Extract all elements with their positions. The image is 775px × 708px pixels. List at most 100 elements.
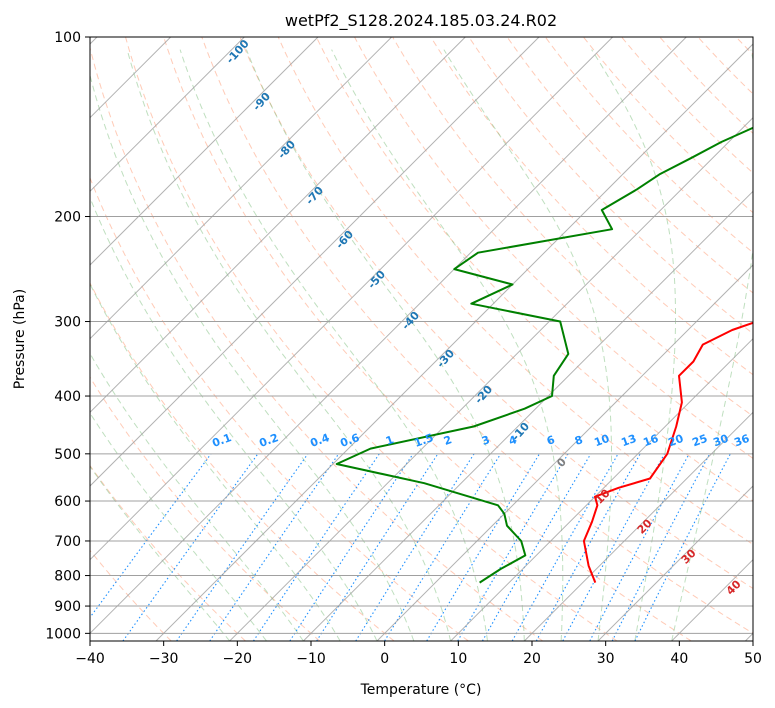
mixing-ratio-line	[90, 453, 212, 619]
isotherm-line	[90, 37, 466, 414]
isotherm-line	[302, 190, 753, 641]
mixing-ratio-label: 6	[545, 433, 557, 448]
mixing-ratio-label: 30	[711, 432, 730, 450]
mixing-ratio-label: 16	[641, 432, 660, 450]
moist-adiabat-line	[90, 352, 304, 641]
dry-adiabat-line	[506, 37, 753, 294]
isotherm-line	[523, 411, 753, 641]
mixing-ratio-line	[316, 453, 439, 641]
y-tick-label: 1000	[45, 626, 81, 642]
moist-adiabats	[90, 49, 753, 641]
y-tick-label: 900	[54, 599, 81, 615]
dry-adiabat-line	[239, 37, 753, 590]
mixing-ratio-lines	[90, 453, 731, 641]
mixing-ratio-line	[457, 453, 569, 641]
dry-adiabat-line	[354, 37, 753, 459]
x-tick-label: 20	[523, 651, 541, 667]
y-tick-label: 600	[54, 494, 81, 510]
y-tick-label: 500	[54, 447, 81, 463]
dry-adiabat-line	[90, 176, 469, 641]
isotherm-line	[597, 485, 753, 641]
isobars	[90, 37, 753, 634]
temperature-profile-line	[582, 321, 753, 583]
plot-background	[90, 37, 753, 641]
moist-adiabat-line	[90, 465, 231, 641]
mixing-ratio-label: 0.4	[308, 431, 331, 450]
y-tick-label: 200	[54, 210, 81, 226]
plot-frame	[89, 36, 754, 642]
mixing-ratio-line	[289, 453, 414, 641]
isotherm-line	[376, 264, 753, 641]
mixing-ratio-label: 2	[442, 433, 454, 448]
mixing-ratio-label: 1	[384, 433, 396, 448]
mixing-ratio-label: 25	[690, 432, 709, 449]
mixing-ratio-line	[209, 453, 340, 641]
x-tick-label: 50	[744, 651, 762, 667]
dry-adiabat-line	[468, 37, 753, 335]
profile-series	[335, 126, 753, 584]
y-tick-label: 300	[54, 315, 81, 331]
dry-adiabat-line	[315, 37, 753, 502]
moist-adiabat-line	[331, 49, 564, 641]
y-tick-label: 400	[54, 389, 81, 405]
x-tick-label: 10	[449, 651, 467, 667]
mixing-ratio-line	[426, 453, 540, 641]
moist-adiabat-line	[126, 49, 452, 641]
dry-adiabat-line	[201, 37, 753, 634]
mixing-ratio-label: 10	[592, 432, 611, 450]
y-axis: 100 200 300 400 500 600 700 800 900 1000	[45, 30, 90, 642]
y-tick-label: 100	[54, 30, 81, 46]
dry-adiabat-line	[90, 45, 543, 641]
dry-adiabat-line	[90, 281, 395, 641]
dry-adiabat-line	[163, 37, 692, 641]
mixing-ratio-label: 0.6	[338, 431, 361, 450]
mixing-ratio-line	[481, 453, 592, 641]
isotherm-line	[90, 37, 393, 340]
y-axis-title: Pressure (hPa)	[12, 289, 28, 389]
mixing-ratio-label: 20	[666, 432, 685, 450]
y-tick-label: 800	[54, 569, 81, 585]
isotherm-line	[90, 37, 540, 487]
x-axis-title: Temperature (°C)	[360, 682, 482, 698]
x-tick-label: 30	[597, 651, 615, 667]
moist-adiabat-line	[443, 49, 612, 641]
mixing-ratio-label: 1.5	[412, 431, 435, 450]
dewpoint-profile-line	[335, 126, 753, 584]
dry-adiabat-line	[90, 464, 246, 641]
mixing-ratio-label: 0.2	[257, 431, 280, 450]
x-tick-label: −40	[75, 651, 105, 667]
mixing-ratio-label: 13	[619, 432, 638, 449]
x-tick-label: −20	[223, 651, 253, 667]
isotherms	[90, 37, 753, 641]
mixing-ratio-label: 4	[507, 433, 519, 448]
dry-adiabat-line	[277, 37, 753, 545]
isotherm-line	[90, 37, 687, 635]
mixing-ratio-label: 36	[732, 432, 751, 450]
moist-adiabat-line	[90, 196, 378, 641]
x-tick-label: −30	[149, 651, 179, 667]
mixing-ratio-line	[511, 453, 619, 641]
isotherm-line	[90, 37, 245, 193]
mixing-ratio-label: 0.1	[210, 431, 233, 450]
dry-adiabat-line	[430, 37, 753, 376]
isotherm-line	[155, 43, 753, 641]
moist-adiabat-line	[90, 412, 267, 641]
isotherm-line	[90, 37, 614, 561]
moist-adiabat-line	[591, 49, 676, 641]
y-tick-label: 700	[54, 534, 81, 550]
moist-adiabat-line	[671, 49, 753, 641]
moist-adiabat-line	[245, 49, 525, 641]
mixing-ratio-label: 3	[480, 433, 492, 448]
mixing-ratio-line	[122, 453, 259, 641]
mixing-ratio-line	[176, 453, 309, 641]
chart-title: wetPf2_S128.2024.185.03.24.R02	[285, 11, 557, 31]
dry-adiabat-line	[392, 37, 753, 417]
x-axis: −40 −30 −20 −10 0 10 20 30 40 50	[75, 641, 762, 667]
moist-adiabat-line	[179, 49, 488, 641]
mixing-ratio-line	[252, 453, 380, 641]
moist-adiabat-line	[90, 282, 341, 641]
moist-adiabat-line	[90, 73, 415, 641]
x-tick-label: 0	[380, 651, 389, 667]
mixing-ratio-line	[562, 453, 665, 641]
